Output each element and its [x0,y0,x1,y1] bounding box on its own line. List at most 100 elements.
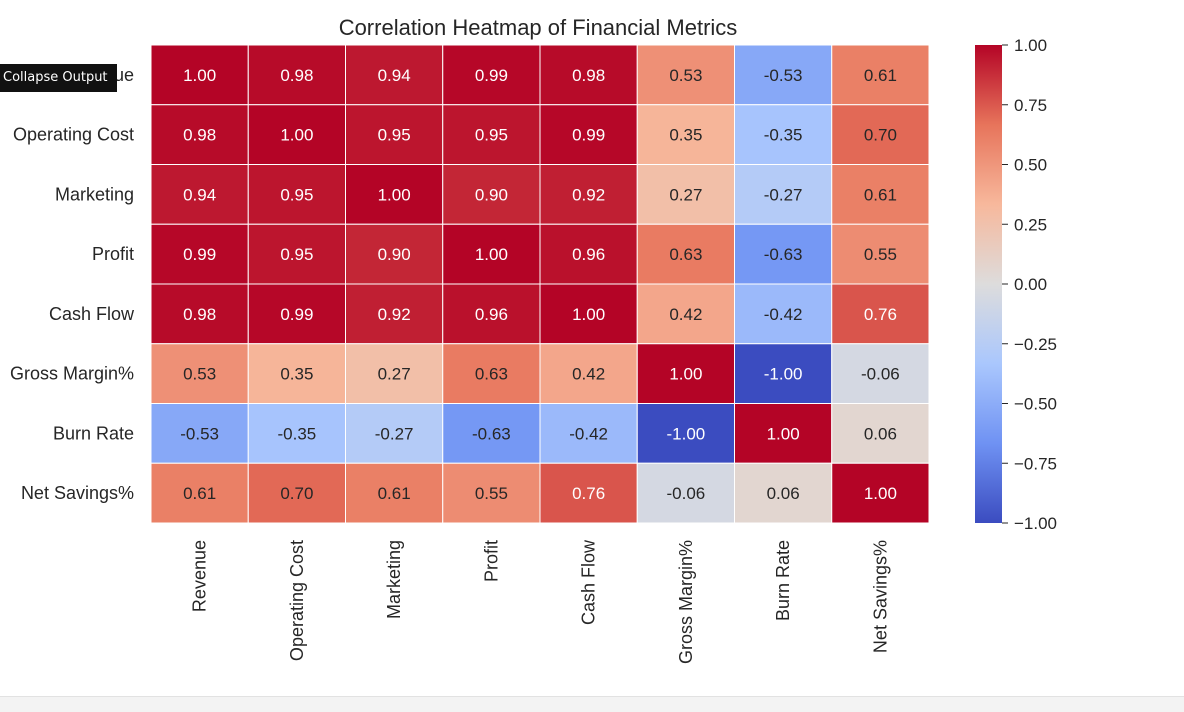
colorbar-tick-label: 0.00 [1014,275,1047,294]
cell-value-label: 0.61 [183,484,216,503]
cell-value-label: 0.96 [475,305,508,324]
column-label: Cash Flow [579,539,599,625]
colorbar-tick-label: 0.25 [1014,215,1047,234]
notebook-footer-bar [0,696,1184,712]
cell-value-label: 0.99 [280,305,313,324]
heatmap-cell [734,283,833,345]
cell-value-label: 0.92 [572,185,605,204]
heatmap-cell [831,343,930,404]
cell-value-label: 0.92 [378,305,411,324]
cell-value-label: -0.42 [569,424,608,443]
heatmap-cell [150,164,249,225]
cell-value-label: 1.00 [183,66,216,85]
heatmap-cell [345,44,444,106]
cell-value-label: 0.35 [280,365,313,384]
row-label: Profit [92,244,134,264]
column-label: Gross Margin% [676,540,696,664]
cell-value-label: 0.61 [864,185,897,204]
cell-value-label: -0.35 [764,126,803,145]
heatmap-cell [636,403,735,464]
cell-value-label: -1.00 [667,424,706,443]
heatmap-cell [247,164,346,225]
cell-value-label: -1.00 [764,365,803,384]
heatmap-cell [345,164,444,225]
heatmap-cell [831,104,930,165]
cell-value-label: 1.00 [475,245,508,264]
heatmap-cell [831,44,930,106]
cell-value-label: 1.00 [280,126,313,145]
heatmap-cell [636,164,735,225]
colorbar-tick-label: −0.50 [1014,395,1057,414]
colorbar-tick-label: −0.75 [1014,454,1057,473]
cell-value-label: 0.63 [475,365,508,384]
cell-value-label: 0.42 [572,365,605,384]
cell-value-label: 0.61 [378,484,411,503]
cell-value-label: 1.00 [572,305,605,324]
cell-value-label: 0.99 [475,66,508,85]
cell-value-label: -0.42 [764,305,803,324]
colorbar-tick-label: −1.00 [1014,514,1057,533]
cell-value-label: 0.94 [378,66,411,85]
heatmap-cell [539,223,638,285]
cell-value-label: 0.95 [475,126,508,145]
heatmap-cell [247,44,346,106]
heatmap-cell [345,223,444,285]
heatmap-cell [150,223,249,285]
heatmap-cell [539,283,638,345]
column-label: Revenue [190,540,210,612]
cell-value-label: 0.42 [669,305,702,324]
colorbar-tick-label: 1.00 [1014,36,1047,55]
cell-value-label: -0.53 [180,424,219,443]
heatmap-cell [345,403,444,464]
cell-value-label: 0.06 [864,424,897,443]
heatmap-cell [831,403,930,464]
cell-value-label: 0.53 [183,365,216,384]
cell-value-label: 1.00 [378,185,411,204]
heatmap-cell [539,104,638,165]
cell-value-label: 0.90 [475,185,508,204]
cell-value-label: -0.35 [278,424,317,443]
cell-value-label: 0.99 [572,126,605,145]
column-label: Profit [481,540,501,582]
colorbar-tick-label: 0.75 [1014,96,1047,115]
heatmap-cell [442,164,541,225]
cell-value-label: 0.55 [475,484,508,503]
cell-value-label: 0.95 [280,245,313,264]
cell-value-label: 0.98 [572,66,605,85]
heatmap-cell [636,104,735,165]
cell-value-label: 1.00 [864,484,897,503]
cell-value-label: 0.55 [864,245,897,264]
cell-value-label: -0.06 [667,484,706,503]
cell-value-label: 0.95 [378,126,411,145]
cell-value-label: 0.70 [280,484,313,503]
heatmap-cell [636,283,735,345]
heatmap-cell [636,462,735,524]
row-label: Gross Margin% [10,364,134,384]
row-label: Operating Cost [13,125,134,145]
heatmap-cell [539,44,638,106]
cell-value-label: -0.63 [472,424,511,443]
cell-value-label: 0.70 [864,126,897,145]
heatmap-cell [442,223,541,285]
heatmap-cell [150,403,249,464]
heatmap-cell [247,462,346,524]
cell-value-label: 0.96 [572,245,605,264]
cell-value-label: 0.27 [669,185,702,204]
column-label: Marketing [384,540,404,619]
row-label: Net Savings% [21,483,134,503]
column-labels: Revenue Operating Cost Marketing Profit Cash… [190,539,891,664]
cell-value-label: -0.27 [764,185,803,204]
heatmap-cell [442,104,541,165]
heatmap-cell [442,462,541,524]
heatmap-cell [345,462,444,524]
chart-title: Correlation Heatmap of Financial Metrics [339,15,738,40]
cell-value-label: -0.63 [764,245,803,264]
cell-value-label: 1.00 [669,365,702,384]
heatmap-cell [636,44,735,106]
cell-value-label: 0.94 [183,185,216,204]
cell-value-label: 0.98 [280,66,313,85]
cell-value-label: 0.63 [669,245,702,264]
heatmap-cell [442,44,541,106]
collapse-output-tooltip[interactable]: Collapse Output [0,64,117,92]
